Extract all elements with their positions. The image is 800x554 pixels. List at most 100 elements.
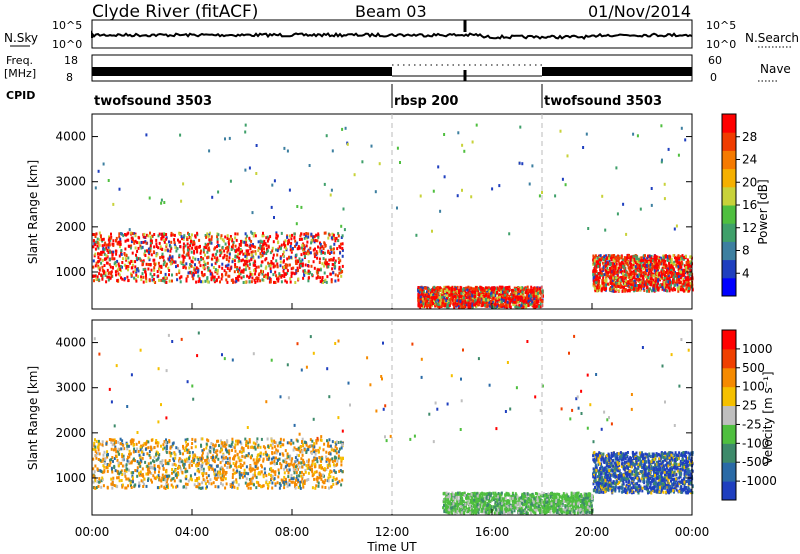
range-gate-cell: [338, 244, 341, 248]
range-gate-cell: [493, 288, 495, 292]
range-gate-cell: [519, 286, 522, 290]
range-gate-cell: [595, 274, 598, 278]
range-gate-cell: [219, 236, 222, 240]
range-gate-cell: [186, 242, 189, 246]
range-gate-cell: [231, 448, 233, 452]
range-gate-cell: [159, 270, 162, 274]
range-gate-cell: [233, 259, 236, 263]
range-gate-cell: [441, 291, 444, 295]
range-gate-cell: [279, 256, 282, 260]
range-gate-cell: [670, 264, 673, 268]
range-gate-cell: [299, 445, 302, 449]
range-gate-cell: [461, 188, 463, 192]
range-gate-cell: [98, 477, 101, 481]
range-gate-cell: [674, 259, 677, 263]
range-gate-cell: [278, 272, 281, 276]
range-gate-cell: [340, 463, 343, 467]
range-gate-cell: [288, 255, 290, 259]
range-gate-cell: [96, 244, 99, 248]
range-gate-cell: [279, 260, 282, 264]
range-gate-cell: [129, 246, 132, 250]
range-gate-cell: [213, 247, 216, 251]
range-gate-cell: [620, 261, 623, 264]
range-gate-cell: [110, 441, 113, 444]
range-gate-cell: [137, 450, 140, 453]
range-gate-cell: [319, 280, 322, 284]
range-gate-cell: [314, 247, 316, 251]
range-gate-cell: [273, 445, 276, 449]
range-gate-cell: [287, 242, 289, 246]
range-gate-cell: [204, 263, 207, 267]
range-gate-cell: [612, 276, 615, 280]
range-gate-cell: [324, 478, 327, 482]
range-gate-cell: [645, 275, 647, 279]
range-gate-cell: [129, 261, 131, 265]
range-gate-cell: [415, 233, 418, 237]
range-gate-cell: [632, 264, 635, 268]
range-gate-cell: [471, 299, 474, 303]
range-gate-cell: [638, 275, 641, 279]
range-gate-cell: [651, 259, 654, 263]
range-gate-cell: [671, 278, 674, 282]
range-gate-cell: [189, 477, 192, 481]
range-gate-cell: [238, 266, 241, 270]
range-gate-cell: [682, 282, 685, 286]
range-gate-cell: [125, 254, 128, 258]
range-gate-cell: [236, 268, 239, 271]
cpid-segment-label: twofsound 3503: [544, 94, 662, 109]
range-gate-cell: [302, 276, 305, 280]
range-gate-cell: [275, 274, 278, 278]
range-gate-cell: [106, 249, 109, 252]
range-gate-cell: [597, 279, 600, 283]
range-gate-cell: [653, 257, 656, 261]
range-gate-cell: [282, 254, 285, 258]
range-gate-cell: [336, 247, 339, 251]
range-gate-cell: [295, 477, 298, 480]
range-gate-cell: [645, 286, 648, 290]
range-gate-cell: [464, 304, 467, 308]
range-gate-cell: [658, 273, 660, 277]
range-gate-cell: [424, 299, 427, 303]
range-gate-cell: [610, 257, 613, 261]
range-gate-cell: [478, 293, 481, 297]
range-gate-cell: [138, 236, 141, 240]
range-gate-cell: [678, 270, 681, 274]
range-gate-cell: [98, 243, 101, 247]
range-gate-cell: [676, 261, 679, 264]
range-gate-cell: [211, 253, 214, 257]
range-gate-cell: [294, 239, 297, 243]
range-gate-cell: [650, 259, 653, 263]
range-gate-cell: [244, 254, 247, 258]
range-gate-cell: [636, 134, 639, 138]
range-gate-cell: [307, 276, 310, 280]
range-gate-cell: [487, 293, 490, 296]
range-gate-cell: [457, 289, 460, 293]
range-gate-cell: [530, 288, 532, 292]
range-gate-cell: [603, 279, 606, 283]
range-gate-cell: [332, 463, 335, 467]
range-gate-cell: [269, 277, 272, 281]
range-gate-cell: [250, 253, 253, 257]
range-gate-cell: [446, 296, 448, 300]
range-gate-cell: [200, 280, 202, 284]
range-gate-cell: [168, 279, 171, 283]
range-gate-cell: [683, 289, 686, 293]
range-gate-cell: [522, 302, 525, 306]
range-gate-cell: [167, 249, 170, 253]
range-gate-cell: [532, 294, 535, 298]
range-gate-cell: [266, 249, 269, 253]
range-gate-cell: [155, 242, 158, 246]
range-gate-cell: [284, 239, 287, 243]
colorbar-swatch: [722, 150, 736, 170]
range-gate-cell: [474, 299, 477, 303]
range-gate-cell: [228, 252, 231, 256]
range-gate-cell: [682, 271, 685, 275]
range-gate-cell: [130, 274, 133, 277]
range-gate-cell: [334, 445, 337, 449]
range-gate-cell: [443, 133, 446, 136]
range-gate-cell: [124, 474, 127, 478]
range-gate-cell: [95, 439, 98, 443]
range-gate-cell: [134, 239, 137, 243]
range-gate-cell: [626, 271, 629, 275]
range-gate-cell: [142, 485, 145, 488]
